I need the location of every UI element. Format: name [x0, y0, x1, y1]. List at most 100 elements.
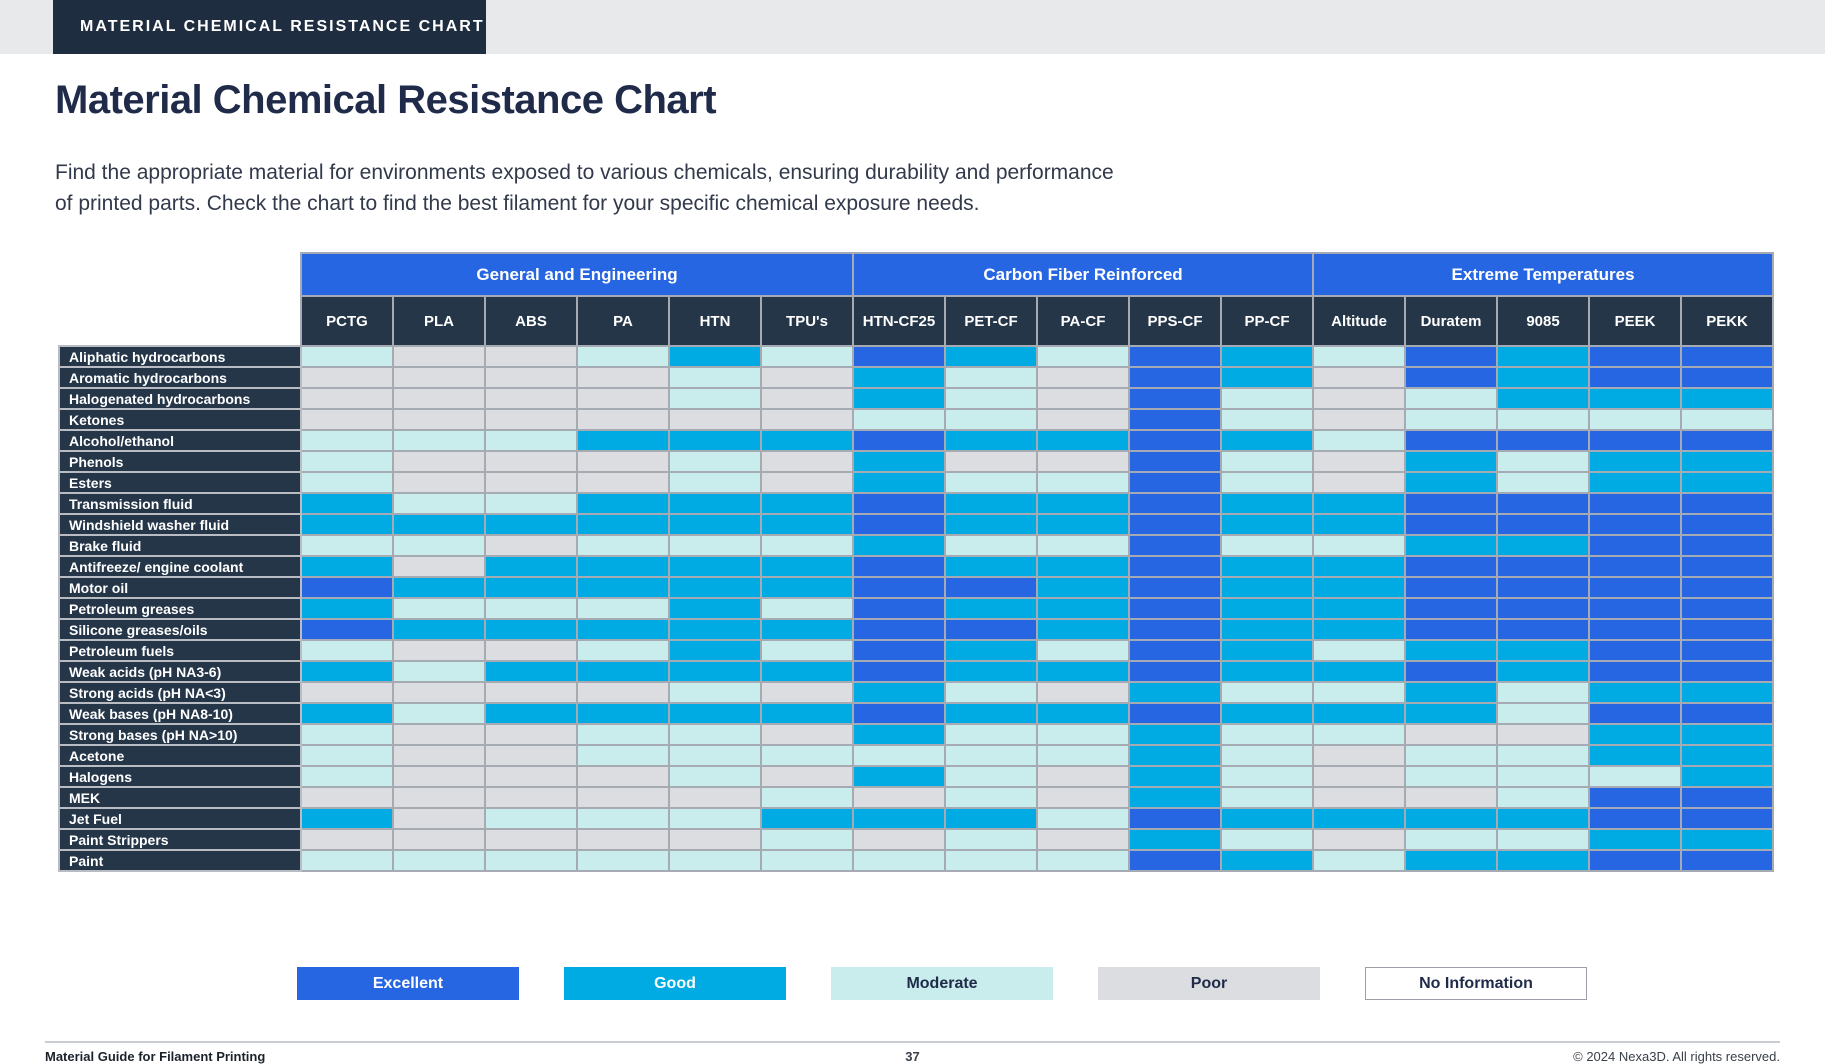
rating-cell	[576, 534, 670, 557]
rating-cell	[1496, 702, 1591, 725]
rating-cell	[1680, 807, 1775, 830]
rating-cell	[576, 786, 670, 809]
rating-cell	[852, 450, 946, 473]
rating-cell	[576, 639, 670, 662]
rating-cell	[1219, 765, 1315, 788]
rating-cell	[1128, 534, 1222, 557]
rating-cell	[668, 702, 762, 725]
rating-cell	[1496, 660, 1591, 683]
rating-cell	[1219, 618, 1315, 641]
rating-cell	[668, 828, 762, 851]
rating-cell	[760, 366, 854, 389]
rating-cell	[1128, 828, 1222, 851]
table-row: Paint	[58, 849, 1775, 872]
rating-cell	[484, 345, 578, 368]
rating-cell	[1036, 849, 1130, 872]
rating-cell	[1036, 555, 1130, 578]
rating-cell	[760, 534, 854, 557]
rating-cell	[1496, 555, 1591, 578]
rating-cell	[1036, 345, 1130, 368]
row-label: Aliphatic hydrocarbons	[58, 345, 302, 368]
rating-cell	[1312, 660, 1407, 683]
rating-cell	[760, 618, 854, 641]
rating-cell	[1588, 576, 1683, 599]
rating-cell	[852, 681, 946, 704]
rating-cell	[484, 639, 578, 662]
rating-cell	[944, 618, 1038, 641]
rating-cell	[1588, 702, 1683, 725]
rating-cell	[1496, 408, 1591, 431]
rating-cell	[392, 618, 486, 641]
row-label: Weak acids (pH NA3-6)	[58, 660, 302, 683]
rating-cell	[1404, 345, 1499, 368]
row-label: Alcohol/ethanol	[58, 429, 302, 452]
rating-cell	[1404, 807, 1499, 830]
rating-cell	[484, 408, 578, 431]
rating-cell	[944, 387, 1038, 410]
rating-cell	[576, 408, 670, 431]
table-corner	[59, 253, 301, 346]
rating-cell	[668, 492, 762, 515]
rating-cell	[852, 471, 946, 494]
rating-cell	[392, 723, 486, 746]
rating-cell	[1219, 366, 1315, 389]
rating-cell	[1036, 408, 1130, 431]
rating-cell	[1312, 765, 1407, 788]
rating-cell	[852, 723, 946, 746]
rating-cell	[300, 786, 394, 809]
rating-cell	[1680, 597, 1775, 620]
rating-cell	[576, 660, 670, 683]
column-header: PA	[576, 295, 670, 347]
rating-cell	[1588, 555, 1683, 578]
rating-cell	[1404, 597, 1499, 620]
rating-cell	[1219, 723, 1315, 746]
rating-cell	[1036, 744, 1130, 767]
rating-cell	[392, 702, 486, 725]
rating-cell	[484, 786, 578, 809]
rating-cell	[392, 366, 486, 389]
rating-cell	[300, 681, 394, 704]
rating-cell	[760, 807, 854, 830]
rating-cell	[668, 387, 762, 410]
rating-cell	[668, 513, 762, 536]
rating-cell	[1404, 429, 1499, 452]
rating-cell	[1404, 471, 1499, 494]
table-row: Aliphatic hydrocarbons	[58, 345, 1775, 368]
rating-cell	[668, 555, 762, 578]
rating-cell	[1680, 492, 1775, 515]
rating-cell	[944, 639, 1038, 662]
rating-cell	[576, 597, 670, 620]
legend-item-good: Good	[564, 967, 786, 1000]
rating-cell	[1036, 681, 1130, 704]
table-row: Ketones	[58, 408, 1775, 431]
rating-cell	[392, 576, 486, 599]
rating-cell	[576, 576, 670, 599]
rating-cell	[668, 534, 762, 557]
rating-cell	[1128, 639, 1222, 662]
rating-cell	[1036, 513, 1130, 536]
legend-item-excellent: Excellent	[297, 967, 519, 1000]
rating-cell	[1128, 555, 1222, 578]
page-subtitle-line1: Find the appropriate material for enviro…	[55, 161, 1114, 184]
rating-cell	[1219, 492, 1315, 515]
rating-cell	[1680, 555, 1775, 578]
rating-cell	[1404, 828, 1499, 851]
rating-cell	[760, 387, 854, 410]
table-row: Windshield washer fluid	[58, 513, 1775, 536]
rating-cell	[1128, 660, 1222, 683]
rating-cell	[1680, 723, 1775, 746]
rating-cell	[1496, 828, 1591, 851]
rating-cell	[668, 723, 762, 746]
rating-cell	[1128, 576, 1222, 599]
rating-cell	[300, 723, 394, 746]
row-label: Petroleum greases	[58, 597, 302, 620]
rating-cell	[1404, 618, 1499, 641]
rating-cell	[1404, 387, 1499, 410]
rating-cell	[1036, 429, 1130, 452]
rating-cell	[1588, 807, 1683, 830]
rating-cell	[300, 492, 394, 515]
rating-cell	[484, 492, 578, 515]
rating-cell	[668, 345, 762, 368]
column-header: PCTG	[300, 295, 394, 347]
row-label: Strong acids (pH NA<3)	[58, 681, 302, 704]
